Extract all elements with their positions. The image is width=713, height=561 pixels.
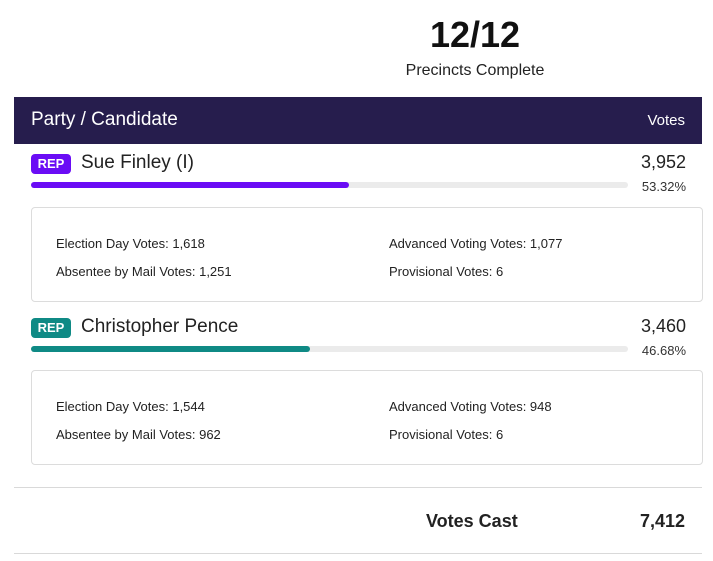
candidate-name: Sue Finley (I): [81, 152, 194, 174]
vote-share-bar: [31, 182, 628, 188]
party-badge: REP: [31, 318, 71, 338]
candidate-votes: 3,460: [641, 316, 686, 337]
election-day-votes: Election Day Votes: 1,618: [56, 236, 205, 251]
vote-share-fill: [31, 182, 349, 188]
vote-breakdown-card: Election Day Votes: 1,618 Advanced Votin…: [31, 207, 703, 302]
absentee-votes: Absentee by Mail Votes: 1,251: [56, 264, 232, 279]
votes-cast-value: 7,412: [640, 511, 685, 532]
precincts-label: Precincts Complete: [395, 60, 555, 82]
header-party-candidate: Party / Candidate: [31, 109, 178, 131]
advanced-voting-votes: Advanced Voting Votes: 948: [389, 399, 552, 414]
precincts-summary: 12/12 Precincts Complete: [395, 14, 555, 82]
candidate-percent: 46.68%: [642, 343, 686, 358]
party-badge: REP: [31, 154, 71, 174]
candidate-votes: 3,952: [641, 152, 686, 173]
header-votes: Votes: [647, 112, 685, 129]
vote-share-bar: [31, 346, 628, 352]
results-table-header: Party / Candidate Votes: [14, 97, 702, 144]
candidate-percent: 53.32%: [642, 179, 686, 194]
provisional-votes: Provisional Votes: 6: [389, 264, 503, 279]
provisional-votes: Provisional Votes: 6: [389, 427, 503, 442]
votes-cast-label: Votes Cast: [426, 511, 518, 532]
advanced-voting-votes: Advanced Voting Votes: 1,077: [389, 236, 562, 251]
election-day-votes: Election Day Votes: 1,544: [56, 399, 205, 414]
totals-divider-bottom: [14, 553, 702, 554]
absentee-votes: Absentee by Mail Votes: 962: [56, 427, 221, 442]
vote-share-fill: [31, 346, 310, 352]
totals-divider-top: [14, 487, 702, 488]
vote-breakdown-card: Election Day Votes: 1,544 Advanced Votin…: [31, 370, 703, 465]
precincts-count: 12/12: [395, 14, 555, 56]
candidate-name: Christopher Pence: [81, 316, 238, 338]
